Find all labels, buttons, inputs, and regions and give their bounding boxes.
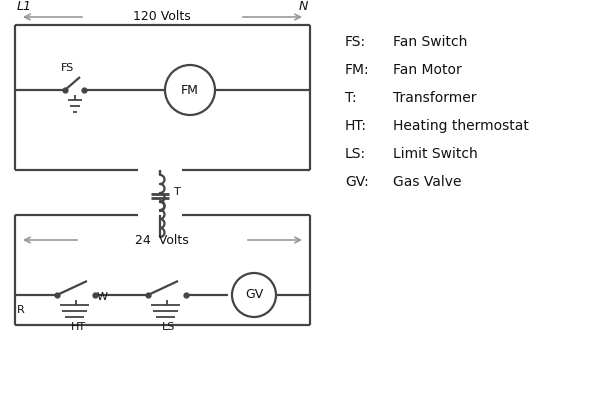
Text: GV:: GV: (345, 175, 369, 189)
Text: Fan Motor: Fan Motor (393, 63, 462, 77)
Text: T:: T: (345, 91, 356, 105)
Text: Transformer: Transformer (393, 91, 477, 105)
Text: HT:: HT: (345, 119, 367, 133)
Text: Fan Switch: Fan Switch (393, 35, 467, 49)
Circle shape (232, 273, 276, 317)
Text: Limit Switch: Limit Switch (393, 147, 478, 161)
Text: 120 Volts: 120 Volts (133, 10, 191, 24)
Text: LS:: LS: (345, 147, 366, 161)
Text: LS: LS (162, 322, 176, 332)
Text: HT: HT (70, 322, 86, 332)
Text: N: N (299, 0, 308, 14)
Text: Heating thermostat: Heating thermostat (393, 119, 529, 133)
Text: W: W (97, 292, 107, 302)
Text: FS: FS (60, 63, 74, 73)
Text: FM: FM (181, 84, 199, 96)
Text: T: T (174, 187, 181, 197)
Text: FM:: FM: (345, 63, 369, 77)
Text: FS:: FS: (345, 35, 366, 49)
Text: L1: L1 (17, 0, 32, 14)
Circle shape (165, 65, 215, 115)
Text: GV: GV (245, 288, 263, 302)
Text: Gas Valve: Gas Valve (393, 175, 461, 189)
Text: R: R (17, 305, 25, 315)
Text: 24  Volts: 24 Volts (135, 234, 189, 246)
